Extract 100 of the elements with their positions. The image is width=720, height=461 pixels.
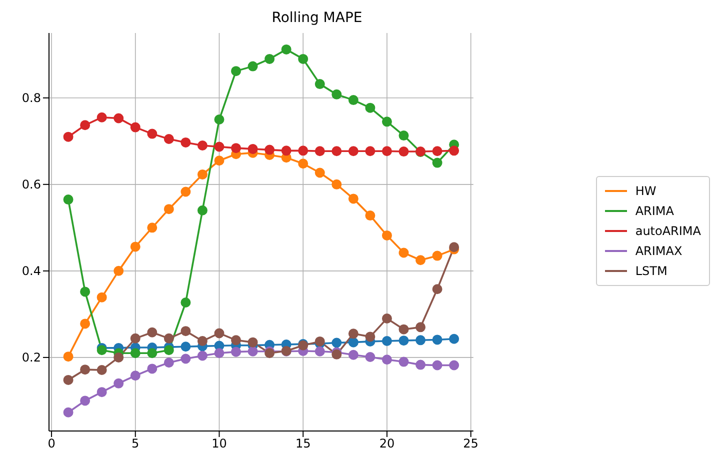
point	[147, 222, 158, 233]
point	[164, 358, 174, 368]
point	[180, 342, 191, 352]
point	[348, 350, 358, 360]
point	[214, 142, 224, 152]
point	[164, 345, 174, 356]
point	[382, 116, 392, 127]
point	[382, 146, 392, 156]
point	[130, 242, 140, 252]
point	[365, 352, 376, 362]
point	[130, 122, 140, 132]
point	[398, 324, 409, 334]
point	[214, 348, 224, 358]
point	[130, 348, 140, 358]
point	[332, 146, 342, 156]
point	[147, 364, 158, 374]
point	[298, 158, 308, 169]
point	[80, 364, 90, 375]
legend-label: HW	[635, 184, 656, 198]
point	[432, 146, 442, 156]
point	[432, 158, 442, 168]
point	[416, 335, 426, 346]
x-tick-label: 10	[212, 436, 227, 451]
point	[197, 205, 208, 216]
x-tick-label: 5	[132, 436, 140, 451]
legend-label: ARIMA	[635, 204, 674, 218]
point	[180, 298, 191, 308]
point	[382, 230, 392, 240]
point	[96, 387, 107, 398]
point	[432, 284, 442, 294]
point	[314, 79, 325, 90]
point	[114, 378, 124, 388]
y-tick-label: 0.8	[22, 91, 41, 106]
point	[130, 370, 140, 381]
point	[231, 346, 242, 357]
point	[147, 348, 158, 358]
point	[348, 328, 358, 339]
point	[348, 337, 358, 348]
point	[63, 132, 74, 142]
legend-label: LSTM	[635, 264, 668, 278]
point	[231, 66, 242, 76]
chart-title: Rolling MAPE	[270, 10, 364, 26]
point	[432, 334, 442, 345]
point	[432, 360, 442, 370]
point	[314, 146, 325, 156]
y-tick-label: 0.6	[22, 178, 41, 192]
point	[197, 169, 208, 180]
point	[365, 146, 376, 156]
point	[164, 204, 174, 214]
point	[416, 360, 426, 370]
point	[314, 168, 325, 178]
point	[314, 336, 325, 346]
point	[248, 144, 258, 154]
point	[332, 338, 342, 348]
point	[264, 144, 275, 155]
point	[264, 54, 275, 64]
point	[332, 89, 342, 100]
point	[147, 327, 158, 338]
point	[231, 335, 242, 346]
point	[147, 128, 158, 139]
point	[398, 336, 409, 346]
y-tick-label: 0.2	[22, 350, 41, 365]
point	[96, 292, 107, 302]
point	[180, 326, 191, 336]
point	[298, 54, 308, 64]
point	[197, 140, 208, 150]
point	[348, 194, 358, 204]
point	[96, 365, 107, 375]
x-tick-label: 0	[48, 436, 56, 451]
point	[63, 407, 74, 418]
x-tick-label: 25	[463, 436, 478, 451]
point	[449, 334, 460, 344]
point	[96, 112, 107, 122]
point	[63, 194, 74, 205]
point	[314, 346, 325, 356]
point	[365, 332, 376, 342]
point	[382, 336, 392, 346]
point	[416, 322, 426, 332]
x-tick-label: 15	[295, 436, 311, 451]
point	[398, 146, 409, 157]
point	[114, 266, 124, 276]
legend-label: ARIMAX	[635, 244, 682, 258]
point	[80, 396, 90, 406]
point	[298, 146, 308, 156]
point	[197, 336, 208, 346]
point	[281, 146, 292, 156]
point	[114, 352, 124, 362]
point	[365, 210, 376, 221]
point	[214, 114, 224, 125]
y-tick-label: 0.4	[22, 264, 41, 278]
legend-label: autoARIMA	[635, 224, 701, 238]
point	[114, 113, 124, 124]
point	[382, 314, 392, 324]
point	[214, 156, 224, 166]
point	[164, 134, 174, 144]
point	[416, 255, 426, 266]
x-tick-label: 20	[379, 436, 395, 451]
point	[130, 333, 140, 344]
point	[382, 354, 392, 365]
point	[180, 186, 191, 197]
